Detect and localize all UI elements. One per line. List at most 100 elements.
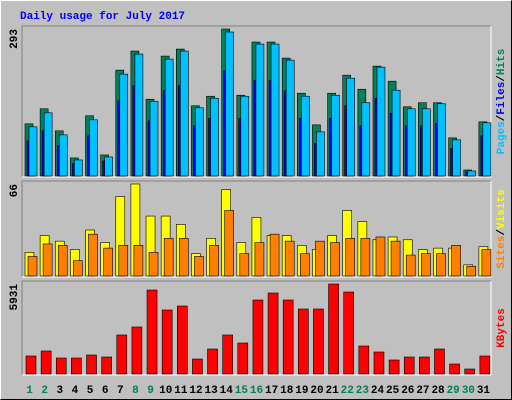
- bar: [328, 283, 339, 375]
- bar: [240, 95, 250, 177]
- bar: [361, 102, 371, 177]
- bar: [146, 289, 158, 375]
- panel-frame: [22, 181, 492, 278]
- x-tick-label: 18: [280, 385, 294, 397]
- bar: [209, 245, 219, 277]
- bar: [161, 309, 173, 375]
- bar: [74, 159, 83, 177]
- legend-entry: Hits: [496, 49, 508, 75]
- bar: [131, 326, 143, 375]
- bar: [89, 119, 98, 177]
- bar: [301, 95, 310, 177]
- bar: [237, 342, 249, 375]
- x-tick-label: 17: [265, 385, 278, 397]
- x-tick-label: 19: [295, 385, 308, 397]
- bar: [449, 363, 460, 375]
- legend-separator: /: [496, 75, 508, 82]
- bar: [116, 334, 128, 375]
- bar: [73, 260, 83, 277]
- legend: KBytes: [496, 308, 508, 348]
- x-tick-label: 21: [326, 385, 340, 397]
- bar: [163, 238, 174, 277]
- x-tick-label: 16: [250, 385, 263, 397]
- bar: [194, 256, 204, 277]
- chart-title: Daily usage for July 2017: [20, 11, 185, 23]
- x-tick-label: 15: [235, 385, 249, 397]
- legend: Sites/Visits: [496, 189, 508, 268]
- bar: [176, 305, 188, 375]
- legend-entry: KBytes: [496, 308, 508, 348]
- x-tick-label: 31: [477, 385, 491, 397]
- bar: [178, 238, 189, 277]
- bar: [255, 43, 265, 177]
- legend-separator: /: [496, 229, 508, 236]
- bar: [313, 308, 324, 375]
- bar: [269, 233, 280, 277]
- bar: [254, 242, 265, 277]
- bar: [27, 256, 38, 277]
- bar: [270, 43, 280, 177]
- bar: [285, 59, 295, 177]
- bar: [451, 245, 461, 277]
- x-tick-label: 28: [431, 385, 445, 397]
- bar: [55, 357, 67, 375]
- bar: [282, 299, 294, 375]
- x-tick-label: 11: [174, 385, 188, 397]
- bar: [119, 73, 129, 177]
- bar: [149, 100, 159, 177]
- bar: [224, 210, 234, 277]
- bar: [406, 108, 416, 177]
- bar: [300, 253, 310, 277]
- bar: [239, 253, 250, 277]
- y-tick-label: 66: [9, 184, 21, 197]
- x-tick-label: 23: [356, 385, 370, 397]
- bar: [434, 348, 445, 375]
- bar: [179, 50, 189, 177]
- y-tick-label: 5931: [9, 284, 21, 311]
- x-tick-label: 3: [57, 385, 64, 397]
- bar: [482, 122, 492, 177]
- bar: [360, 238, 371, 277]
- bar: [375, 236, 386, 277]
- legend-separator: /: [496, 114, 508, 121]
- bar: [103, 247, 113, 277]
- bar: [195, 107, 204, 177]
- bar: [28, 126, 38, 177]
- bar: [345, 238, 356, 277]
- x-tick-label: 1: [26, 385, 33, 397]
- x-tick-label: 25: [386, 385, 400, 397]
- panel-frame: [21, 180, 491, 277]
- legend-entry: Sites: [496, 236, 508, 269]
- bar: [133, 245, 144, 277]
- x-tick-label: 9: [147, 385, 154, 397]
- x-tick-label: 5: [87, 385, 94, 397]
- x-tick-label: 29: [447, 385, 460, 397]
- legend-entry: Pages: [496, 121, 508, 154]
- bar: [118, 245, 129, 277]
- legend-entry: Visits: [496, 189, 508, 229]
- bar: [192, 358, 203, 375]
- bar: [40, 350, 52, 375]
- bar: [391, 89, 401, 177]
- bar: [466, 265, 477, 277]
- bar: [101, 356, 112, 375]
- bar: [346, 77, 356, 177]
- bar: [331, 94, 340, 177]
- bar: [403, 356, 415, 375]
- panel-frame: [22, 26, 492, 178]
- bar: [330, 242, 340, 277]
- x-tick-label: 20: [310, 385, 323, 397]
- legend: Pages/Files/Hits: [496, 49, 508, 155]
- bar: [452, 139, 461, 177]
- bar: [436, 253, 446, 277]
- x-tick-label: 22: [341, 385, 354, 397]
- bar: [405, 254, 416, 277]
- x-tick-label: 30: [462, 385, 475, 397]
- bar: [373, 351, 385, 375]
- bar: [467, 170, 477, 177]
- bar: [164, 58, 174, 177]
- bar: [58, 134, 68, 177]
- bar: [86, 354, 97, 375]
- bar: [42, 243, 53, 277]
